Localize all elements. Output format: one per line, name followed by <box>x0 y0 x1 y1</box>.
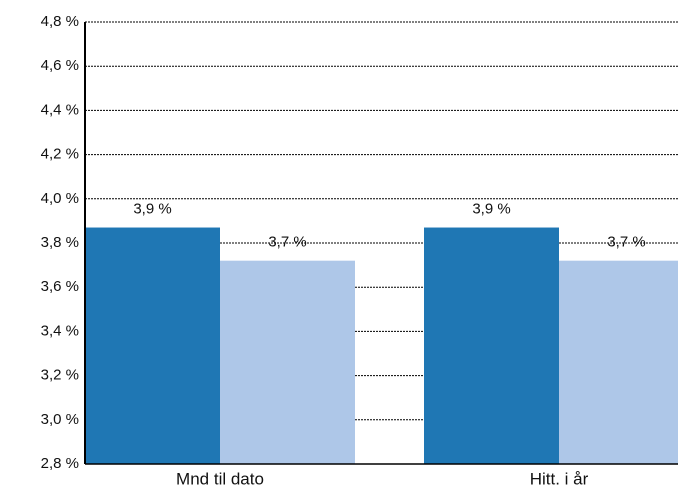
y-tick-label: 4,8 % <box>41 13 79 30</box>
bar <box>220 260 355 464</box>
y-tick-label: 3,4 % <box>41 322 79 339</box>
bar <box>559 260 678 464</box>
y-tick-label: 3,6 % <box>41 278 79 295</box>
bar <box>85 227 220 464</box>
bar <box>424 227 559 464</box>
y-tick-label: 3,8 % <box>41 234 79 251</box>
y-tick-label: 4,0 % <box>41 190 79 207</box>
y-tick-label: 4,6 % <box>41 57 79 74</box>
x-tick-label: Hitt. i år <box>530 469 589 488</box>
value-label: 3,9 % <box>133 200 171 217</box>
x-tick-label: Mnd til dato <box>176 469 264 488</box>
y-tick-label: 3,2 % <box>41 367 79 384</box>
y-tick-label: 4,4 % <box>41 101 79 118</box>
y-tick-label: 3,0 % <box>41 411 79 428</box>
value-label: 3,9 % <box>472 200 510 217</box>
value-label: 3,7 % <box>607 234 645 251</box>
y-tick-label: 2,8 % <box>41 455 79 472</box>
value-label: 3,7 % <box>268 234 306 251</box>
y-tick-label: 4,2 % <box>41 146 79 163</box>
